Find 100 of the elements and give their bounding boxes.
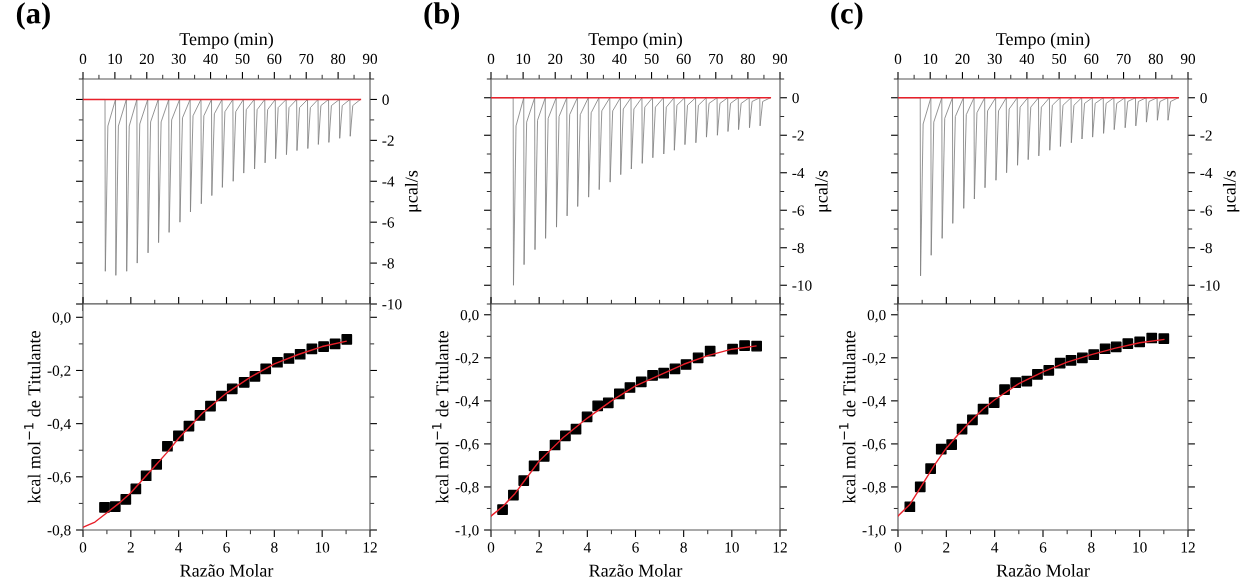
x-tick-label: 2 <box>536 542 543 553</box>
y-tick-label: -0,6 <box>47 471 71 485</box>
y-axis-title: kcal mol$^{−1}$ de Titulante <box>24 331 41 504</box>
x-tick-label: 20 <box>548 53 563 65</box>
x-tick-label: 4 <box>583 542 591 553</box>
y-tick-label: -0,4 <box>862 396 886 409</box>
y-tick-label: -1,0 <box>862 525 886 538</box>
x-tick-label: 6 <box>632 542 639 553</box>
y-tick-label: -2 <box>792 130 804 141</box>
x-tick-label: 90 <box>362 53 378 65</box>
x-axis-title: Tempo (min) <box>588 32 682 49</box>
y-tick-label: -6 <box>382 217 395 228</box>
x-tick-label: 50 <box>1052 53 1067 65</box>
y-tick-label: -10 <box>792 280 812 291</box>
x-tick-label: 10 <box>923 53 938 65</box>
y-axis-title: μcal/s <box>404 170 422 212</box>
chart-title: (b) <box>424 2 460 30</box>
x-tick-label: 10 <box>516 53 531 65</box>
x-tick-label: 60 <box>1084 53 1099 65</box>
x-tick-label: 60 <box>676 53 691 65</box>
x-tick-label: 12 <box>363 542 377 553</box>
x-tick-label: 4 <box>991 542 999 553</box>
y-tick-label: -6 <box>792 205 805 216</box>
y-tick-label: -1,0 <box>455 525 479 538</box>
x-tick-label: 40 <box>203 53 218 65</box>
y-tick-label: 0 <box>1200 92 1207 104</box>
y-tick-label: -0,4 <box>47 418 71 432</box>
y-tick-label: -4 <box>792 167 805 179</box>
y-tick-label: -8 <box>382 258 394 269</box>
x-tick-label: 60 <box>267 53 282 65</box>
y-tick-label: -4 <box>382 176 395 187</box>
x-tick-label: 80 <box>740 53 755 65</box>
x-tick-label: 10 <box>108 53 122 65</box>
y-tick-label: -8 <box>1200 242 1212 254</box>
x-tick-label: 30 <box>171 53 186 65</box>
x-tick-label: 0 <box>79 53 87 65</box>
y-tick-label: -0,6 <box>862 439 886 452</box>
x-tick-label: 80 <box>331 53 346 65</box>
y-tick-label: -2 <box>382 135 394 146</box>
y-tick-label: -10 <box>1200 280 1220 291</box>
y-tick-label: 0 <box>792 92 799 104</box>
point <box>99 502 110 513</box>
y-tick-label: 0,0 <box>52 312 71 325</box>
x-tick-label: 50 <box>644 53 659 65</box>
chart-title: (a) <box>16 2 50 30</box>
x-tick-label: 0 <box>894 542 902 553</box>
x-tick-label: 0 <box>79 542 87 553</box>
x-tick-label: 20 <box>139 53 154 65</box>
x-axis-title: Tempo (min) <box>179 32 273 49</box>
y-tick-label: 0,0 <box>460 309 479 323</box>
y-tick-label: -0,2 <box>455 352 479 366</box>
x-tick-label: 10 <box>725 542 739 553</box>
y-tick-label: -4 <box>1200 167 1213 179</box>
x-tick-label: 2 <box>127 542 134 553</box>
x-tick-label: 6 <box>1039 542 1047 553</box>
x-axis-title: Razão Molar <box>589 563 683 577</box>
y-tick-label: -6 <box>1200 205 1213 216</box>
x-tick-label: 20 <box>955 53 970 65</box>
y-tick-label: -0,8 <box>862 482 886 495</box>
y-tick-label: -0,8 <box>455 482 479 495</box>
y-tick-label: 0 <box>382 94 389 105</box>
y-tick-label: -10 <box>382 299 402 310</box>
x-tick-label: 6 <box>223 542 230 553</box>
y-axis-title: μcal/s <box>814 170 832 212</box>
x-tick-label: 90 <box>772 53 788 65</box>
x-axis-title: Razão Molar <box>996 563 1090 577</box>
y-tick-label: -0,8 <box>47 525 71 538</box>
y-tick-label: -0,2 <box>47 365 71 379</box>
y-tick-label: 0,0 <box>867 309 886 323</box>
x-axis-title: Tempo (min) <box>996 32 1090 49</box>
x-tick-label: 4 <box>175 542 183 553</box>
y-tick-label: -8 <box>792 242 804 254</box>
x-tick-label: 8 <box>680 542 687 553</box>
y-tick-label: -0,6 <box>455 439 479 452</box>
x-axis-title: Razão Molar <box>180 563 274 577</box>
y-axis-title: kcal mol$^{−1}$ de Titulante <box>432 331 449 504</box>
y-axis-title: μcal/s <box>1222 170 1240 212</box>
x-tick-label: 2 <box>943 542 950 553</box>
x-tick-label: 12 <box>1181 542 1195 553</box>
x-tick-label: 10 <box>315 542 330 553</box>
x-tick-label: 8 <box>271 542 278 553</box>
x-tick-label: 90 <box>1180 53 1196 65</box>
x-tick-label: 0 <box>894 53 902 65</box>
y-tick-label: -2 <box>1200 130 1212 141</box>
x-tick-label: 0 <box>487 542 495 553</box>
x-tick-label: 40 <box>1019 53 1034 65</box>
x-tick-label: 70 <box>1116 53 1131 65</box>
point <box>341 334 353 345</box>
x-tick-label: 0 <box>487 53 495 65</box>
y-axis-title: kcal mol$^{−1}$ de Titulante <box>839 331 856 504</box>
x-tick-label: 30 <box>987 53 1002 65</box>
x-tick-label: 30 <box>580 53 595 65</box>
x-tick-label: 10 <box>1133 542 1147 553</box>
y-tick-label: -0,2 <box>862 352 886 366</box>
point <box>751 340 762 352</box>
x-tick-label: 40 <box>612 53 627 65</box>
x-tick-label: 8 <box>1088 542 1095 553</box>
y-tick-label: -0,4 <box>455 396 479 409</box>
x-tick-label: 50 <box>235 53 250 65</box>
point <box>162 440 173 452</box>
